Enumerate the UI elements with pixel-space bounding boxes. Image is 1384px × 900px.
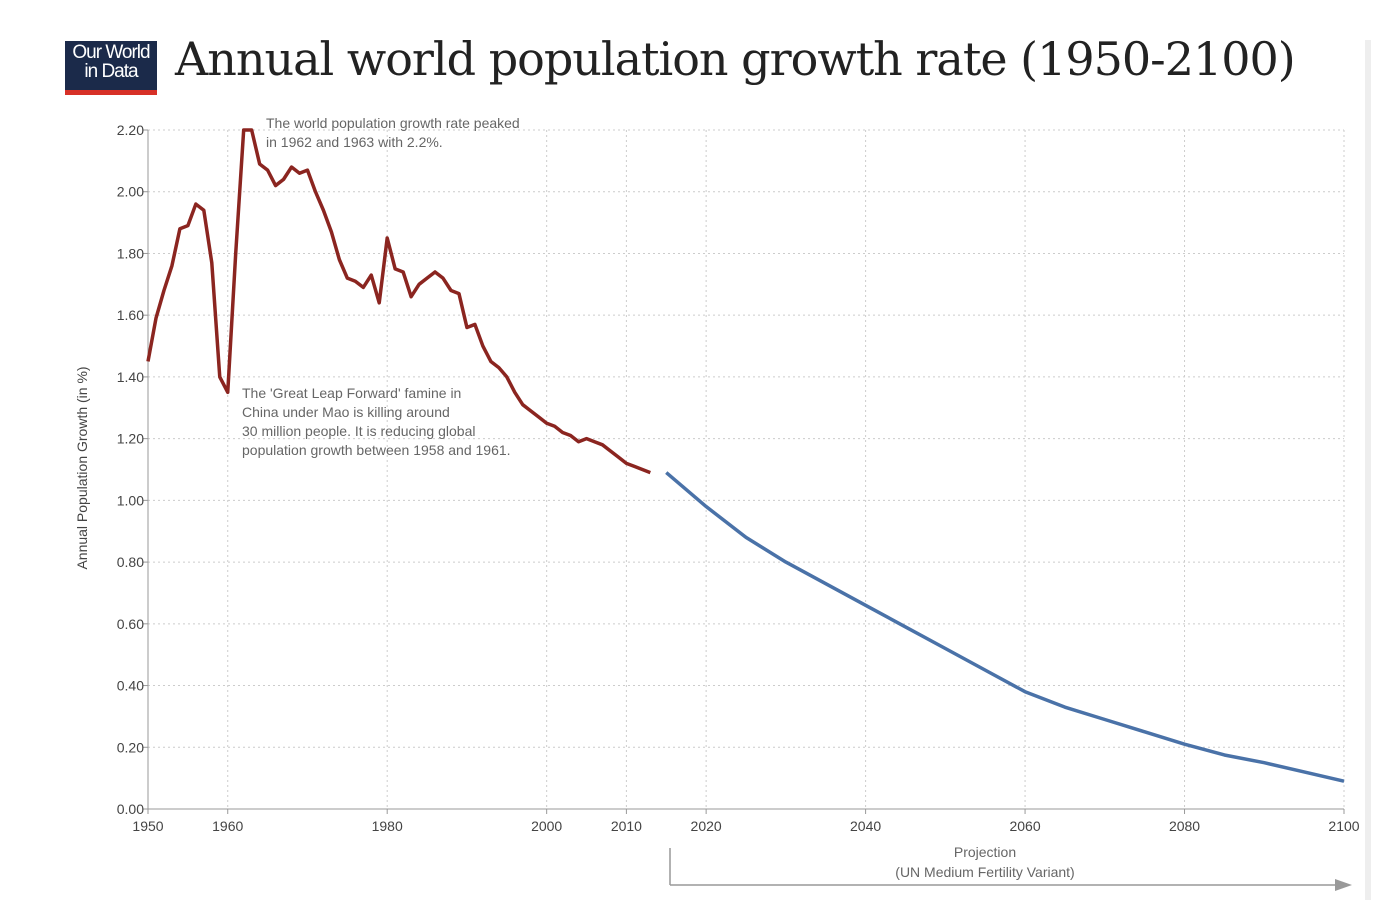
annotation-text: population growth between 1958 and 1961.	[242, 442, 511, 458]
series-line-projection	[665, 471, 1345, 783]
chart-title: Annual world population growth rate (195…	[175, 32, 1296, 86]
x-tick-label: 1960	[212, 818, 243, 834]
x-tick-label: 2020	[691, 818, 722, 834]
y-tick-label: 1.00	[117, 492, 144, 508]
y-tick-label: 0.20	[117, 739, 144, 755]
y-tick-label: 0.00	[117, 801, 144, 817]
x-tick-label: 2100	[1328, 818, 1359, 834]
annotation-text: The world population growth rate peaked	[266, 115, 520, 131]
logo-line1: Our World	[72, 42, 150, 63]
y-tick-label: 1.60	[117, 307, 144, 323]
logo-line2: in Data	[84, 61, 138, 82]
projection-sublabel: (UN Medium Fertility Variant)	[895, 864, 1074, 880]
y-tick-label: 2.20	[117, 122, 144, 138]
projection-label: Projection	[954, 844, 1016, 860]
x-tick-label: 2010	[611, 818, 642, 834]
y-tick-label: 1.80	[117, 245, 144, 261]
series-line-historical	[146, 128, 651, 475]
x-tick-label: 2000	[531, 818, 562, 834]
annotation-text: 30 million people. It is reducing global	[242, 423, 475, 439]
x-tick-label: 1950	[132, 818, 163, 834]
annotation-text: The 'Great Leap Forward' famine in	[242, 385, 461, 401]
scrollbar[interactable]	[1365, 40, 1371, 900]
owid-logo: Our World in Data	[65, 41, 157, 95]
y-tick-label: 0.60	[117, 616, 144, 632]
y-axis-label: Annual Population Growth (in %)	[74, 366, 90, 569]
x-tick-label: 2060	[1009, 818, 1040, 834]
y-tick-label: 1.40	[117, 369, 144, 385]
y-tick-label: 0.80	[117, 554, 144, 570]
annotation-text: in 1962 and 1963 with 2.2%.	[266, 134, 443, 150]
x-tick-label: 2080	[1169, 818, 1200, 834]
arrow-head-icon	[1335, 879, 1352, 891]
y-tick-label: 0.40	[117, 678, 144, 694]
y-tick-label: 1.20	[117, 431, 144, 447]
annotation-text: China under Mao is killing around	[242, 404, 450, 420]
x-tick-label: 2040	[850, 818, 881, 834]
y-tick-label: 2.00	[117, 184, 144, 200]
x-tick-label: 1980	[372, 818, 403, 834]
